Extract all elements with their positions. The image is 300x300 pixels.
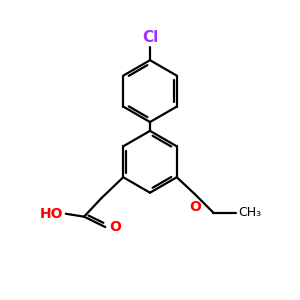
Text: CH₃: CH₃ — [238, 206, 262, 219]
Text: O: O — [189, 200, 201, 214]
Text: O: O — [109, 220, 121, 234]
Text: Cl: Cl — [142, 30, 158, 45]
Text: HO: HO — [40, 207, 64, 221]
